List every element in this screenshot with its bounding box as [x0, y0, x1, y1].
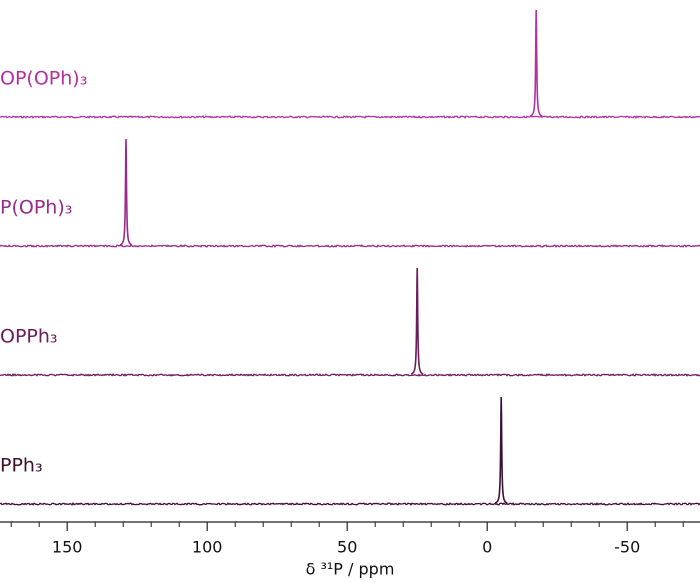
trace-label: PPh₃	[0, 455, 43, 477]
baseline	[0, 502, 700, 506]
peak	[410, 267, 424, 375]
peak	[529, 9, 543, 117]
trace-label: OPPh₃	[0, 326, 58, 348]
x-tick-label: 100	[192, 538, 223, 557]
x-axis-label: δ ³¹P / ppm	[306, 560, 395, 579]
trace-label: OP(OPh)₃	[0, 68, 87, 90]
baseline	[0, 244, 700, 248]
x-tick-label: 0	[482, 538, 492, 557]
peak	[119, 138, 133, 246]
x-tick-label: 50	[337, 538, 357, 557]
x-tick-label: -50	[614, 538, 640, 557]
x-tick-label: 150	[52, 538, 83, 557]
baseline	[0, 373, 700, 377]
trace-label: P(OPh)₃	[0, 197, 72, 219]
baseline	[0, 115, 700, 119]
peak	[494, 396, 508, 504]
